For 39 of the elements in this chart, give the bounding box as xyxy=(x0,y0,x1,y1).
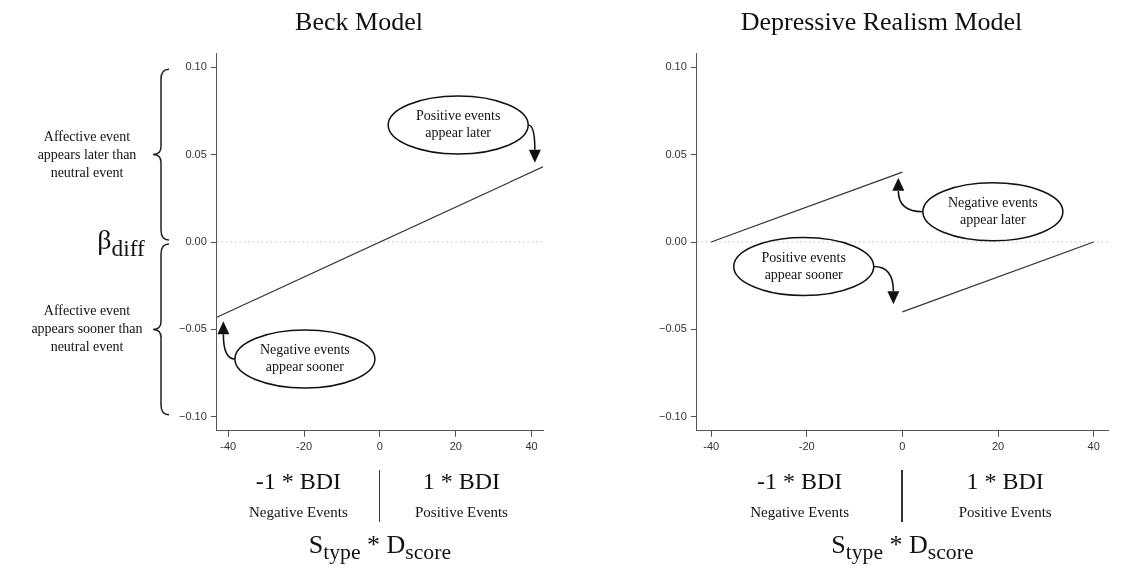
text: Positive Events xyxy=(414,504,509,521)
y-tick-label: 0.10 xyxy=(185,60,207,73)
annotation: Negative events appear sooner xyxy=(259,341,351,376)
text: -1 * BDI xyxy=(755,468,844,495)
text: 1 * BDI xyxy=(965,468,1045,495)
x-tick-label: 0 xyxy=(899,440,906,453)
text: -1 * BDI xyxy=(254,468,342,495)
y-tick-label: 0.00 xyxy=(665,235,687,248)
x-axis-title: S$_{type}$ * D$_{score}$ xyxy=(830,530,975,566)
x-axis-title: S$_{type}$ * D$_{score}$ xyxy=(307,530,453,566)
chart-title: Depressive Realism Model xyxy=(740,7,1023,37)
x-tick-label: -20 xyxy=(296,440,313,453)
x-tick-label: 20 xyxy=(449,440,462,453)
annotation: Negative events appear later xyxy=(946,193,1039,228)
text: Negative Events xyxy=(248,504,349,521)
y-tick-label: 0.10 xyxy=(665,60,687,73)
y-axis-title: β$_{diff}$ xyxy=(96,224,146,262)
y-tick-label: −0.05 xyxy=(178,322,207,335)
text: Negative Events xyxy=(749,504,850,521)
x-tick-label: -40 xyxy=(703,440,720,453)
chart-title: Beck Model xyxy=(295,7,423,37)
y-tick-label: 0.05 xyxy=(185,147,207,160)
x-tick-label: -40 xyxy=(220,440,237,453)
text: Positive Events xyxy=(957,504,1053,521)
y-tick-label: −0.05 xyxy=(658,322,687,335)
x-tick-label: 20 xyxy=(991,440,1005,453)
y-tick-label: −0.10 xyxy=(658,409,687,422)
text: 1 * BDI xyxy=(421,468,502,495)
annotation: Positive events appear later xyxy=(415,106,502,141)
x-tick-label: -20 xyxy=(798,440,815,453)
annotation: Positive events appear sooner xyxy=(760,248,847,283)
x-tick-label: 40 xyxy=(525,440,538,453)
text: Affective event appears later than neutral event xyxy=(36,127,138,182)
y-tick-label: −0.10 xyxy=(178,409,207,422)
x-tick-label: 40 xyxy=(1087,440,1100,453)
y-tick-label: 0.05 xyxy=(665,147,687,160)
y-tick-label: 0.00 xyxy=(185,235,207,248)
x-tick-label: 0 xyxy=(376,440,383,453)
text: Affective event appears sooner than neutral event xyxy=(30,302,144,357)
